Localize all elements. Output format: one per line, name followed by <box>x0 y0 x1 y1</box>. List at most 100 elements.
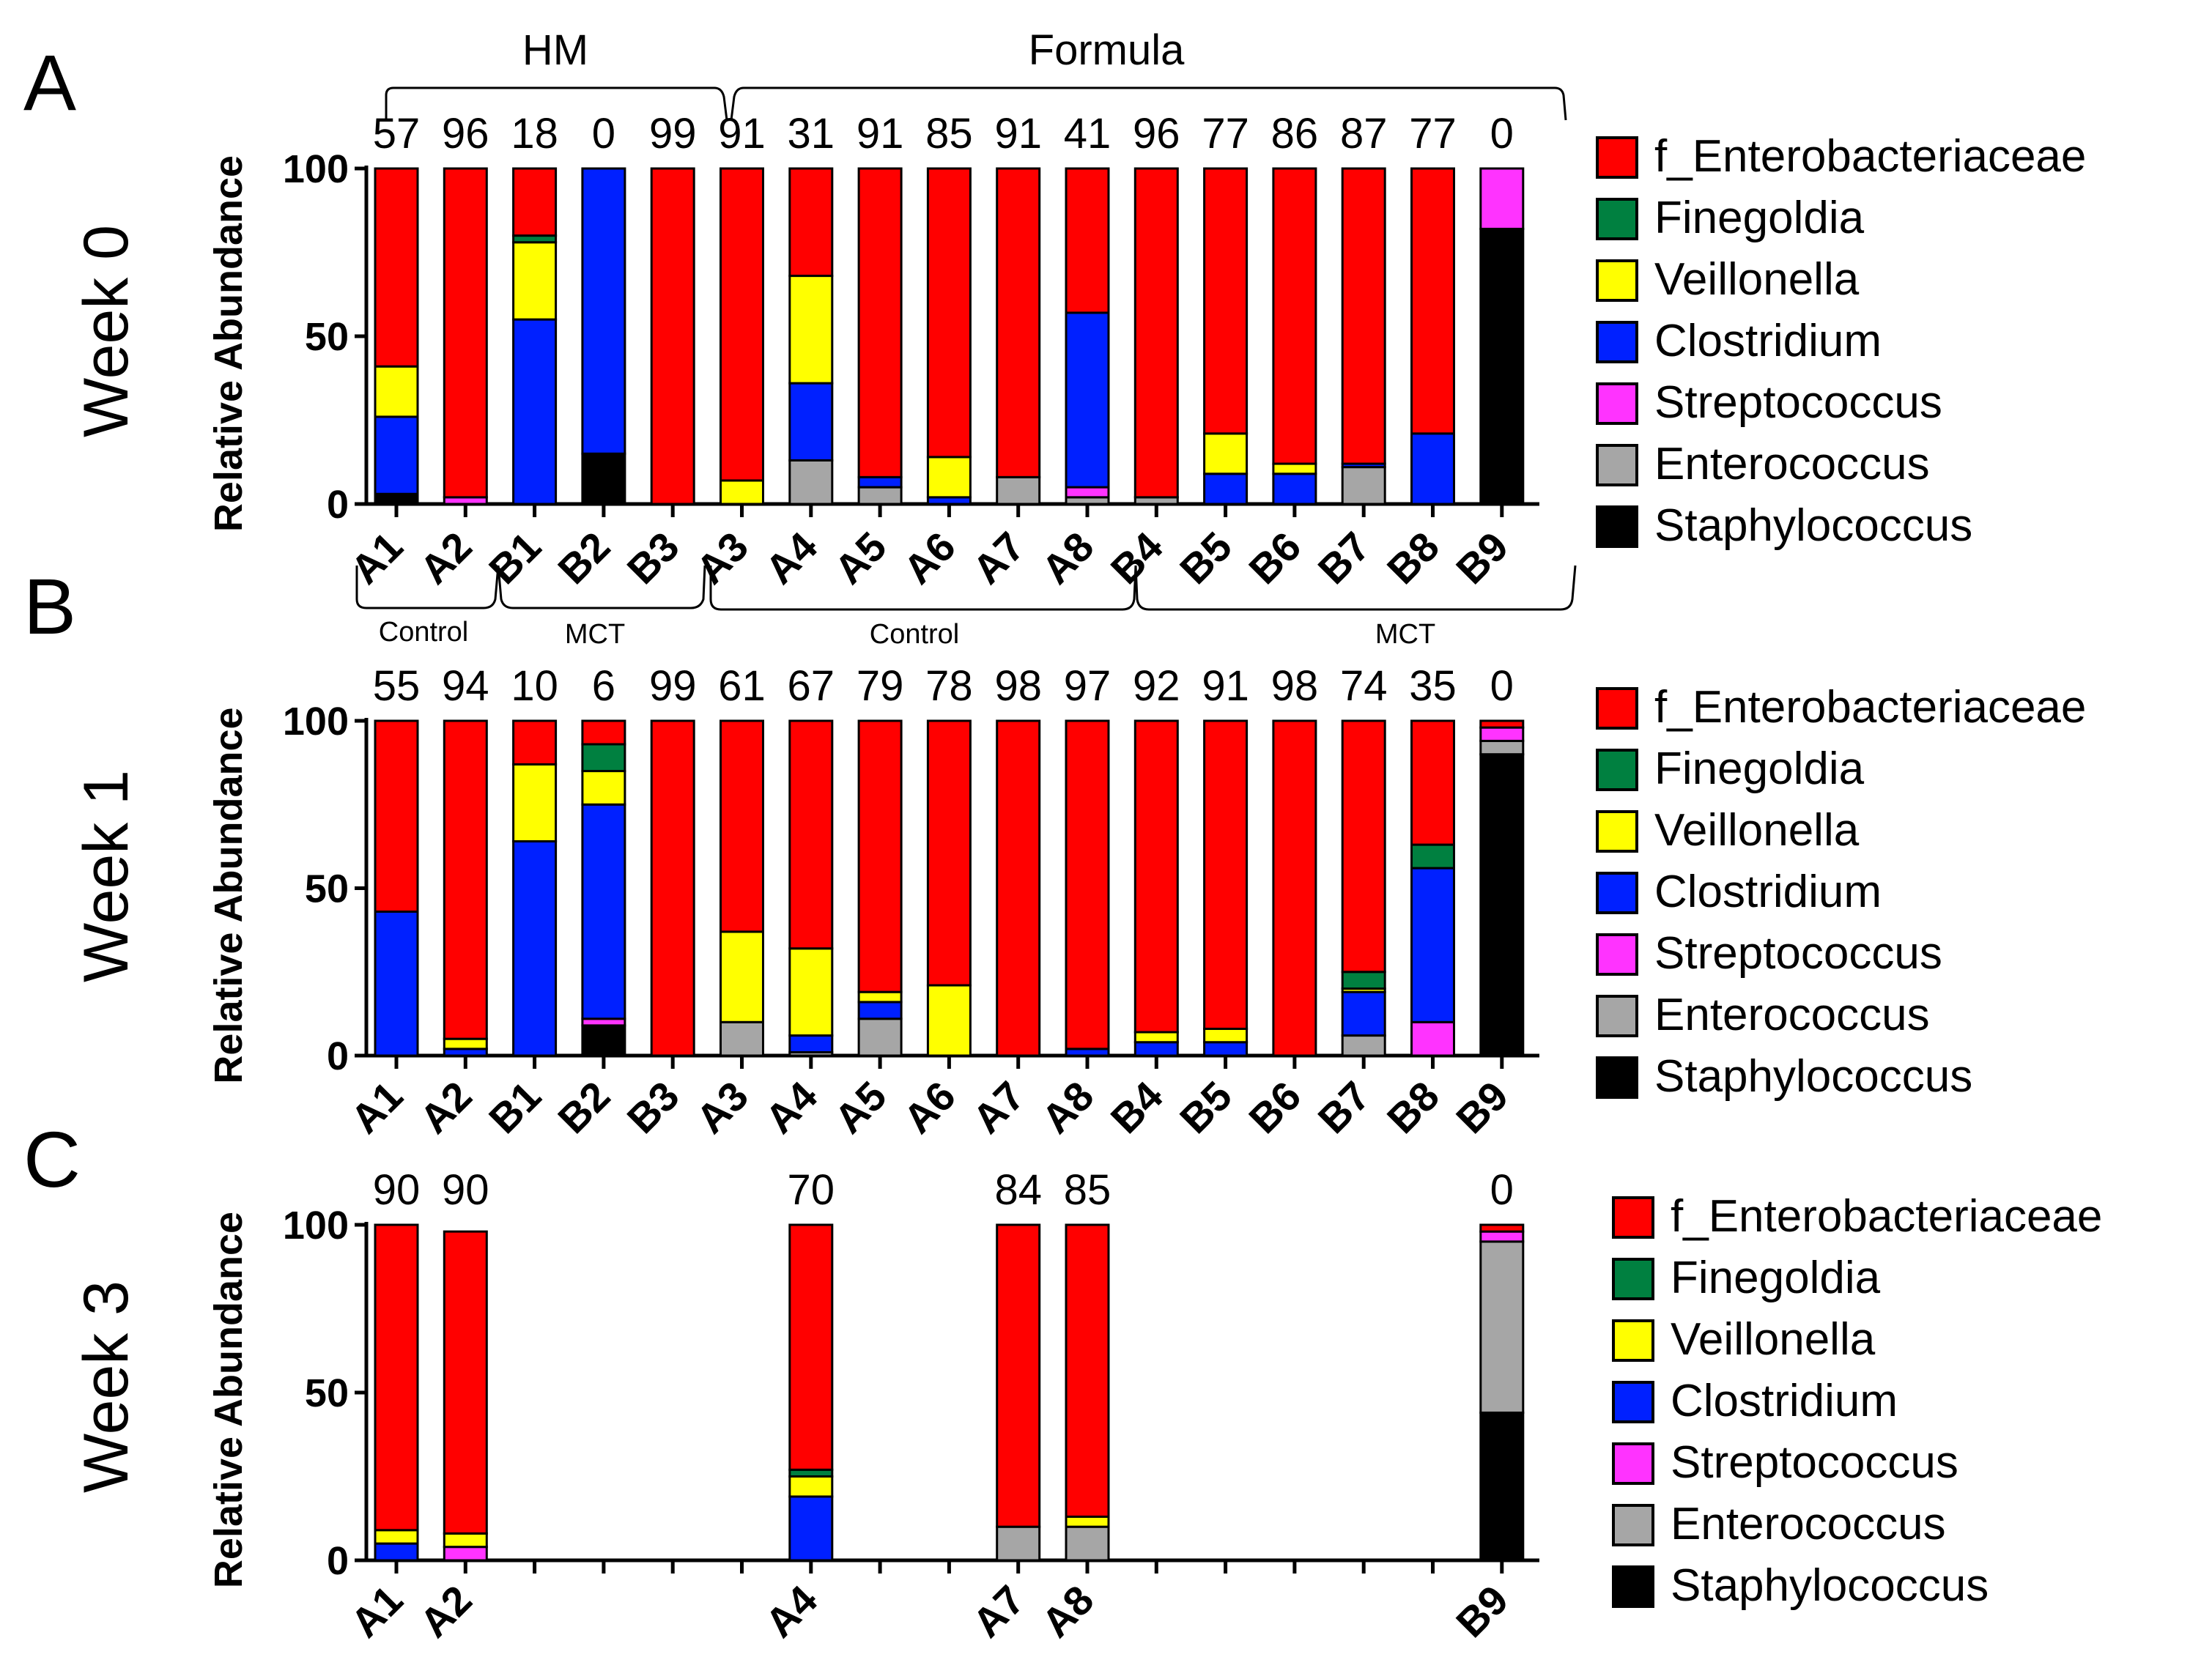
legend-swatch-enterococcus <box>1596 444 1638 486</box>
legend-label-veillonella: Veillonella <box>1654 254 1860 305</box>
bar-segment-b2-staphylococcus <box>581 1024 626 1057</box>
bar-segment-b1-f-enterobacteriaceae <box>512 719 558 766</box>
mct-2-bracket <box>1134 565 1577 611</box>
legend-swatch-staphylococcus <box>1596 1056 1638 1099</box>
top-value-label: 10 <box>511 662 558 710</box>
bar-segment-b6-veillonella <box>1272 462 1317 475</box>
bar-segment-a5-f-enterobacteriaceae <box>857 167 903 478</box>
x-tick-label-a2: A2 <box>411 1576 481 1646</box>
top-value-label: 96 <box>1133 110 1180 157</box>
x-tick-label-b8: B8 <box>1378 523 1448 593</box>
bar-segment-a2-streptococcus <box>443 1546 488 1562</box>
bar-segment-a1-f-enterobacteriaceae <box>374 719 419 913</box>
bar-segment-b8-f-enterobacteriaceae <box>1410 719 1455 846</box>
bar-segment-b8-finegoldia <box>1410 843 1455 870</box>
x-tick-label-b2: B2 <box>549 1072 618 1142</box>
bar-segment-b7-clostridium <box>1341 990 1386 1037</box>
x-tick-label-b9: B9 <box>1447 523 1517 593</box>
legend-swatch-enterococcus <box>1596 995 1638 1037</box>
bar-segment-b9-streptococcus <box>1479 167 1525 230</box>
bar-segment-a7-enterococcus <box>996 1525 1041 1562</box>
bar-segment-b8-clostridium <box>1410 432 1455 505</box>
legend-swatch-staphylococcus <box>1612 1565 1654 1608</box>
bar-segment-b4-veillonella <box>1133 1031 1179 1044</box>
x-tick-label-b4: B4 <box>1102 523 1172 593</box>
top-value-label: 79 <box>857 662 904 710</box>
bar-segment-a7-enterococcus <box>996 475 1041 505</box>
legend-swatch-finegoldia <box>1596 749 1638 791</box>
bar-segment-a8-f-enterobacteriaceae <box>1065 167 1110 314</box>
x-tick-label-b9: B9 <box>1447 1072 1517 1142</box>
bar-segment-b9-staphylococcus <box>1479 753 1525 1057</box>
top-value-label: 90 <box>442 1166 489 1214</box>
x-tick-label-b3: B3 <box>618 523 688 593</box>
panel-a-chart: Relative Abundance 0 50 100 57 A1 96 A2 18 B1 0 B2 9… <box>207 110 2086 593</box>
bar-segment-b5-clostridium <box>1203 472 1249 505</box>
top-value-label: 92 <box>1133 662 1180 710</box>
y-tick-label: 100 <box>283 700 349 744</box>
top-value-label: 99 <box>649 662 697 710</box>
legend-label-streptococcus: Streptococcus <box>1654 377 1942 428</box>
bar-segment-a2-f-enterobacteriaceae <box>443 719 488 1040</box>
bar-segment-b9-f-enterobacteriaceae <box>1479 719 1525 729</box>
bar-segment-a4-veillonella <box>788 947 834 1037</box>
top-group-brackets: HM Formula <box>385 26 1567 121</box>
legend-swatch-clostridium <box>1596 321 1638 363</box>
legend-label-clostridium: Clostridium <box>1654 316 1882 366</box>
top-value-label: 61 <box>718 662 766 710</box>
bar-segment-a5-enterococcus <box>857 1018 903 1057</box>
legend-label-finegoldia: Finegoldia <box>1654 744 1865 794</box>
top-value-label: 74 <box>1340 662 1388 710</box>
x-tick-label-b6: B6 <box>1240 523 1309 593</box>
bar-segment-a3-f-enterobacteriaceae <box>720 719 764 933</box>
panel-c-letter: C <box>23 1115 81 1204</box>
bar-segment-a8-veillonella <box>1065 1515 1110 1528</box>
bar-segment-a1-veillonella <box>374 365 419 418</box>
bar-segment-a4-enterococcus <box>788 459 834 505</box>
bar-segment-b4-f-enterobacteriaceae <box>1133 719 1179 1034</box>
panel-a-letter: A <box>23 38 76 127</box>
x-tick-label-b3: B3 <box>618 1072 688 1142</box>
bar-segment-b4-f-enterobacteriaceae <box>1133 167 1179 499</box>
bar-segment-a5-f-enterobacteriaceae <box>857 719 903 993</box>
bar-segment-a4-clostridium <box>788 1034 834 1053</box>
y-tick-label: 50 <box>305 867 349 911</box>
y-tick-label: 0 <box>327 1539 349 1583</box>
x-tick-label-a1: A1 <box>341 523 411 593</box>
y-tick-label: 50 <box>305 1371 349 1415</box>
legend-label-f-enterobacteriaceae: f_Enterobacteriaceae <box>1654 682 2086 733</box>
hm-bracket <box>385 86 728 121</box>
bar-segment-a2-f-enterobacteriaceae <box>443 1230 488 1535</box>
formula-group-label: Formula <box>1029 26 1185 74</box>
top-value-label: 94 <box>442 662 489 710</box>
top-value-label: 98 <box>994 662 1042 710</box>
bar-segment-b2-staphylococcus <box>581 452 626 505</box>
legend-swatch-streptococcus <box>1596 933 1638 976</box>
legend-swatch-f-enterobacteriaceae <box>1596 687 1638 730</box>
x-tick-label-a5: A5 <box>825 1072 895 1142</box>
legend-swatch-clostridium <box>1612 1381 1654 1423</box>
top-value-label: 85 <box>1064 1166 1111 1214</box>
top-value-label: 91 <box>718 110 766 157</box>
mct-2-label: MCT <box>1375 619 1435 650</box>
week-3-label: Week 3 <box>71 1280 141 1493</box>
bar-segment-a5-enterococcus <box>857 486 903 505</box>
bar-segment-b7-f-enterobacteriaceae <box>1341 167 1386 465</box>
x-tick-label-b9: B9 <box>1447 1576 1517 1646</box>
legend-label-f-enterobacteriaceae: f_Enterobacteriaceae <box>1671 1191 2102 1242</box>
bar-segment-b9-streptococcus <box>1479 726 1525 742</box>
bar-segment-b6-f-enterobacteriaceae <box>1272 167 1317 465</box>
legend-label-clostridium: Clostridium <box>1671 1376 1898 1426</box>
bar-segment-b1-veillonella <box>512 241 558 321</box>
bar-segment-a4-f-enterobacteriaceae <box>788 719 834 950</box>
bar-segment-a8-f-enterobacteriaceae <box>1065 719 1110 1050</box>
legend-swatch-f-enterobacteriaceae <box>1596 136 1638 179</box>
bar-segment-a3-veillonella <box>720 479 764 505</box>
top-value-label: 18 <box>511 110 558 157</box>
bar-segment-b9-staphylococcus <box>1479 1411 1525 1562</box>
week-0-label: Week 0 <box>71 225 141 437</box>
bar-segment-b4-clostridium <box>1133 1041 1179 1057</box>
x-tick-label-a8: A8 <box>1032 1072 1102 1142</box>
top-value-label: 57 <box>373 110 421 157</box>
